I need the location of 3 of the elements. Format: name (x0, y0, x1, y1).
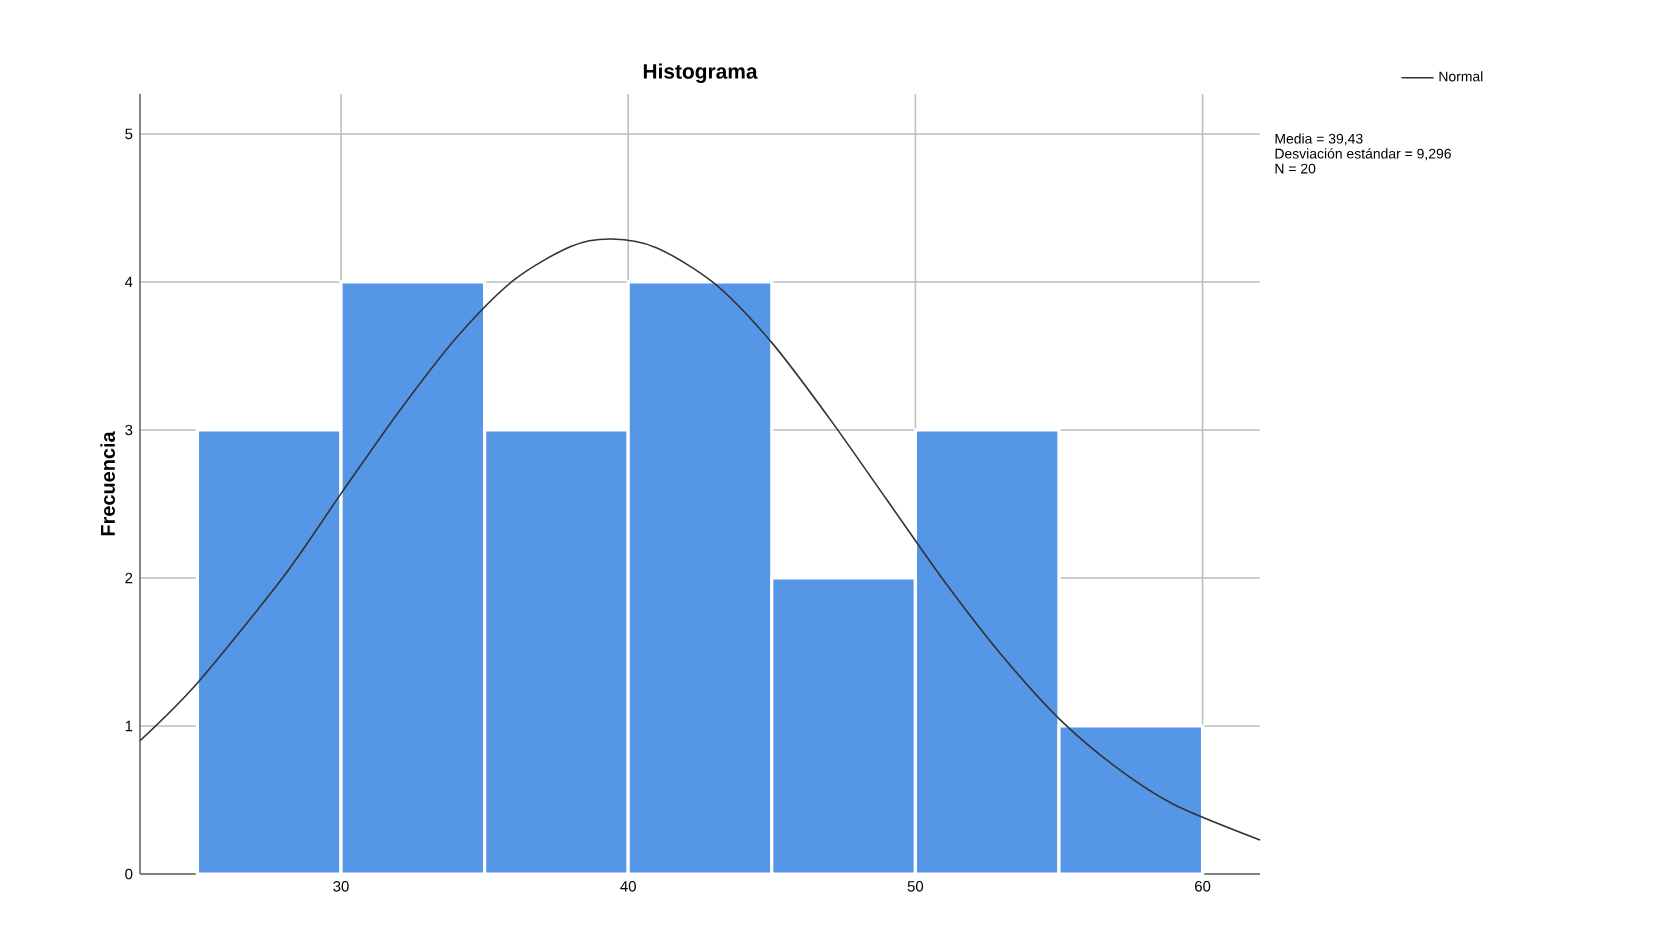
line-series (139, 238, 1261, 841)
chart-title: Histograma (643, 63, 758, 83)
y-axis-title: Frecuencia (100, 431, 115, 536)
